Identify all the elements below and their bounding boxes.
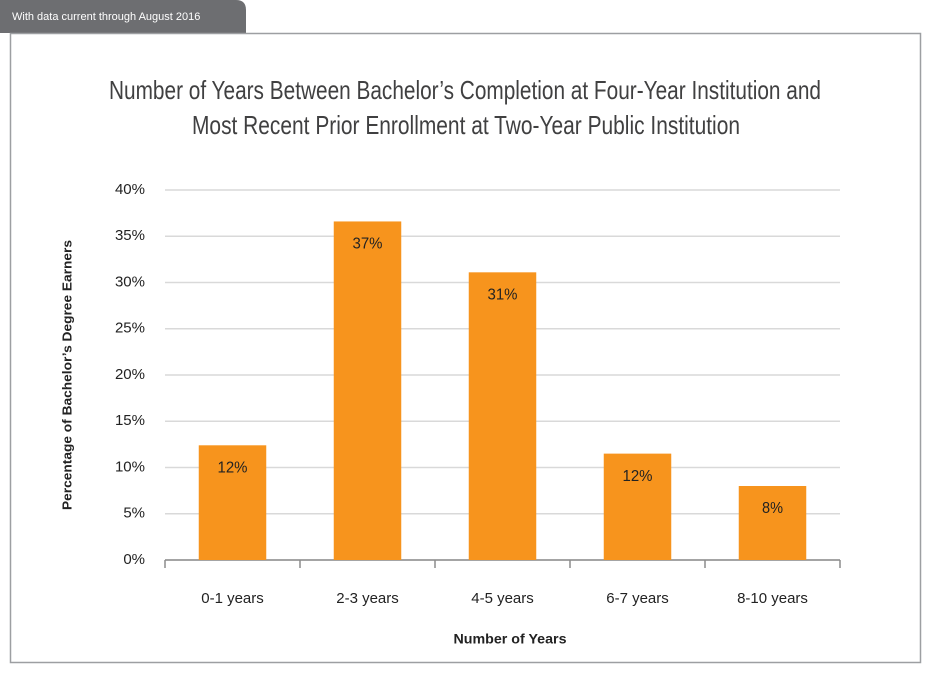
- bar: [468, 272, 537, 560]
- y-tick-label: 0%: [123, 551, 145, 568]
- x-tick-label: 6-7 years: [606, 590, 669, 607]
- y-tick-label: 35%: [115, 227, 145, 244]
- value-label: 12%: [218, 460, 248, 477]
- x-tick-label: 4-5 years: [471, 590, 534, 607]
- y-tick-label: 30%: [115, 273, 145, 290]
- x-tick-label: 8-10 years: [737, 590, 808, 607]
- y-tick-label: 40%: [115, 181, 145, 198]
- y-tick-label: 15%: [115, 412, 145, 429]
- bar: [738, 486, 807, 560]
- y-tick-label: 25%: [115, 320, 145, 337]
- y-tick-label: 5%: [123, 505, 145, 522]
- bar: [198, 445, 267, 560]
- x-axis-label: Number of Years: [454, 631, 567, 647]
- frame: [9, 32, 922, 664]
- y-axis-label: Percentage of Bachelor’s Degree Earners: [59, 240, 74, 510]
- bar: [333, 221, 402, 560]
- chart-title: Number of Years Between Bachelor’s Compl…: [109, 75, 821, 105]
- y-tick-label: 10%: [115, 458, 145, 475]
- y-tick-label: 20%: [115, 366, 145, 383]
- bar: [603, 453, 672, 560]
- x-tick-label: 2-3 years: [336, 590, 399, 607]
- value-label: 8%: [762, 500, 783, 517]
- value-label: 12%: [623, 468, 653, 485]
- value-label: 31%: [488, 287, 518, 304]
- note-tab: [0, 0, 246, 33]
- value-label: 37%: [353, 236, 383, 253]
- note: With data current through August 2016: [12, 11, 200, 23]
- x-tick-label: 0-1 years: [201, 590, 264, 607]
- chart-title: Most Recent Prior Enrollment at Two-Year…: [192, 110, 740, 140]
